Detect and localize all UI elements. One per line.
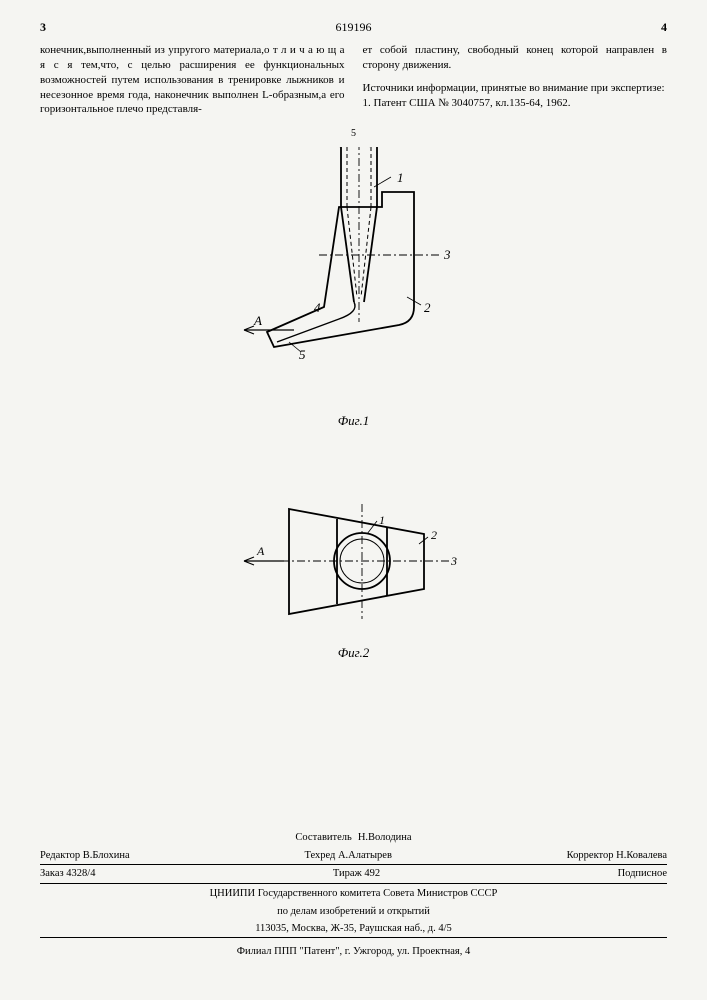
fig2-label-1: 1 <box>379 513 385 527</box>
corrector-label: Корректор <box>567 850 614 861</box>
techred-name: А.Алатырев <box>338 850 392 861</box>
fig1-caption: Фиг.1 <box>239 413 469 429</box>
fig1-label-A: A <box>253 313 262 328</box>
figure-1: 1 2 3 4 5 A Фиг.1 <box>239 147 469 429</box>
right-column: ет собой пластину, свободный конец котор… <box>363 43 668 117</box>
compiler-label: Составитель <box>295 830 351 846</box>
fig2-label-A: A <box>256 544 265 558</box>
patent-number: 619196 <box>0 20 707 35</box>
branch: Филиал ППП "Патент", г. Ужгород, ул. Про… <box>40 944 667 960</box>
tirazh-num: 492 <box>364 868 380 879</box>
address: 113035, Москва, Ж-35, Раушская наб., д. … <box>255 921 452 937</box>
fig2-caption: Фиг.2 <box>239 645 469 661</box>
subscription: Подписное <box>618 866 667 882</box>
fig1-label-1: 1 <box>397 170 404 185</box>
fig1-label-5: 5 <box>299 347 306 362</box>
fig1-label-3: 3 <box>443 247 451 262</box>
fig2-label-3: 3 <box>450 554 457 568</box>
editor-name: В.Блохина <box>83 850 130 861</box>
right-p1: ет собой пластину, свободный конец котор… <box>363 43 668 73</box>
line-marker: 5 <box>351 128 356 139</box>
right-p2: Источники информации, принятые во вниман… <box>363 81 668 96</box>
editor-label: Редактор <box>40 850 80 861</box>
left-column-text: конечник,выполненный из упругого материа… <box>40 43 345 117</box>
org-line-2: по делам изобретений и открытий <box>40 904 667 920</box>
footer: Составитель Н.Володина Редактор В.Блохин… <box>40 829 667 960</box>
org-line-1: ЦНИИПИ Государственного комитета Совета … <box>40 886 667 902</box>
order-num: 4328/4 <box>66 868 95 879</box>
fig1-label-2: 2 <box>424 300 431 315</box>
figure-2: 1 2 3 A Фиг.2 <box>239 489 469 661</box>
order-label: Заказ <box>40 868 64 879</box>
corrector-name: Н.Ковалева <box>616 850 667 861</box>
compiler-name: Н.Володина <box>358 830 412 846</box>
right-p3: 1. Патент США № 3040757, кл.135-64, 1962… <box>363 96 668 111</box>
fig1-svg: 1 2 3 4 5 A <box>239 147 469 407</box>
fig2-label-2: 2 <box>431 528 437 542</box>
fig1-label-4: 4 <box>314 300 321 315</box>
tirazh-label: Тираж <box>333 868 362 879</box>
fig2-svg: 1 2 3 A <box>239 489 469 639</box>
techred-label: Техред <box>304 850 335 861</box>
